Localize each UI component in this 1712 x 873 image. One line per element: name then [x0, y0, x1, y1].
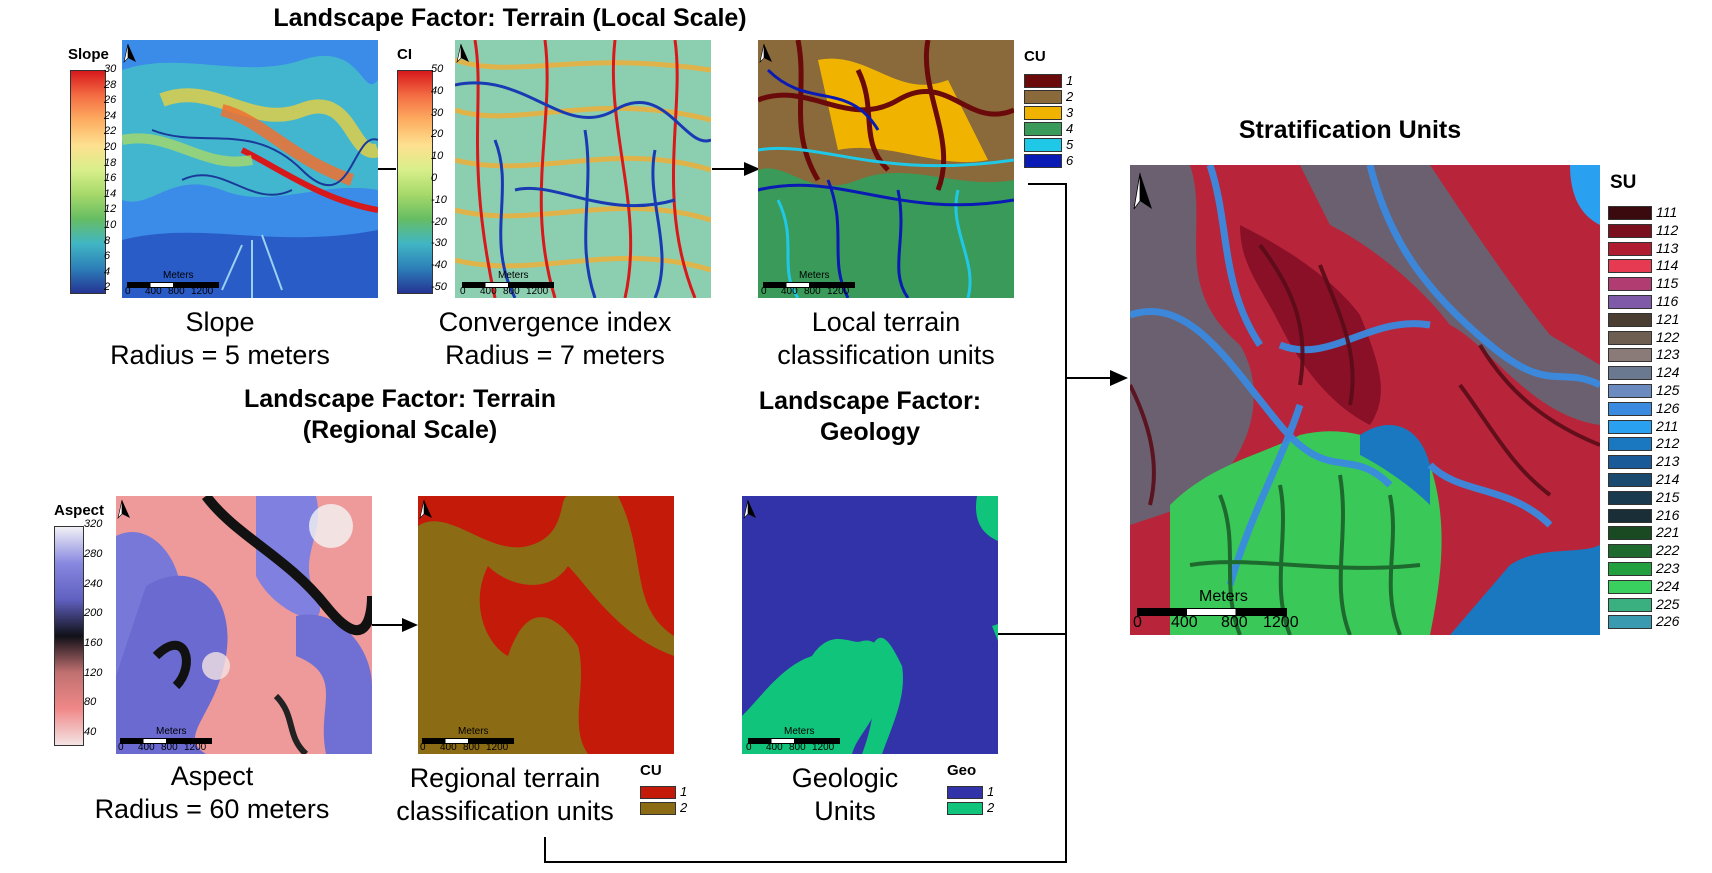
geology-legend: 1 2 — [947, 784, 1007, 820]
legend-swatch — [1024, 138, 1062, 152]
local-cu-legend: 1 2 3 4 5 6 — [1024, 73, 1084, 170]
regional-scale-title-line1: Landscape Factor: Terrain — [243, 385, 557, 413]
legend-swatch — [1024, 74, 1062, 88]
regional-cu-map — [418, 496, 674, 754]
ci-caption-line2: Radius = 7 meters — [445, 340, 665, 370]
legend-swatch — [1608, 206, 1652, 220]
geology-caption-line2: Units — [814, 796, 876, 826]
local-cu-map — [758, 40, 1014, 298]
geology-map — [742, 496, 998, 754]
regional-cu-legend-title: CU — [640, 762, 662, 779]
slope-colorbar — [70, 70, 106, 294]
ci-legend-title: CI — [397, 46, 412, 63]
local-cu-scalebar: Meters 0 400 800 1200 — [761, 270, 861, 297]
legend-swatch — [1608, 312, 1652, 327]
geology-legend-title: Geo — [947, 762, 977, 779]
connector-arrow-ci-cu — [712, 160, 760, 178]
legend-swatch — [1608, 579, 1652, 594]
legend-swatch — [1024, 122, 1062, 136]
regional-scale-title-line2: (Regional Scale) — [302, 416, 498, 444]
connector-arrow-aspect-regional — [372, 616, 418, 634]
legend-swatch — [1608, 615, 1652, 630]
ci-caption-line1: Convergence index — [438, 307, 672, 337]
regional-cu-legend: 1 2 — [640, 784, 700, 820]
ci-scalebar: Meters 0 400 800 1200 — [460, 270, 560, 297]
slope-scalebar: Meters 0 400 800 1200 — [125, 270, 225, 297]
legend-swatch — [1608, 508, 1652, 523]
slope-caption-line2: Radius = 5 meters — [110, 340, 330, 370]
legend-swatch — [947, 802, 983, 815]
legend-swatch — [1608, 437, 1652, 452]
legend-swatch — [1608, 455, 1652, 470]
slope-ticks: 30 28 26 24 22 20 18 16 14 12 10 8 6 4 2 — [104, 63, 117, 294]
legend-swatch — [1608, 223, 1652, 238]
legend-swatch — [1608, 384, 1652, 398]
legend-swatch — [1608, 241, 1652, 256]
slope-caption-line1: Slope — [185, 307, 255, 337]
legend-swatch — [1024, 154, 1062, 168]
local-cu-legend-title: CU — [1024, 48, 1046, 65]
regional-cu-scalebar: Meters 0 400 800 1200 — [420, 726, 520, 753]
slope-map — [122, 40, 378, 298]
legend-swatch — [1608, 277, 1652, 292]
slope-legend-title: Slope — [68, 46, 109, 63]
regional-cu-caption-line2: classification units — [396, 796, 614, 826]
legend-swatch — [1024, 90, 1062, 104]
legend-swatch — [1608, 562, 1652, 576]
ci-ticks: 50 40 30 20 10 0 -10 -20 -30 -40 -50 — [431, 63, 447, 293]
su-legend: 111 112 113 114 115 116 121 122 123 124 … — [1608, 204, 1708, 636]
ci-colorbar — [397, 70, 433, 294]
legend-swatch — [1024, 106, 1062, 120]
aspect-scalebar: Meters 0 400 800 1200 — [118, 726, 218, 753]
aspect-map — [116, 496, 372, 754]
legend-swatch — [1608, 348, 1652, 363]
aspect-legend-title: Aspect — [54, 502, 105, 519]
regional-cu-caption-line1: Regional terrain — [409, 763, 601, 793]
legend-swatch — [1608, 401, 1652, 416]
geology-title-line2: Geology — [819, 418, 920, 446]
legend-swatch — [640, 786, 676, 799]
legend-swatch — [1608, 295, 1652, 309]
legend-swatch — [1608, 473, 1652, 487]
legend-swatch — [1608, 597, 1652, 612]
aspect-ticks: 320 280 240 200 160 120 80 40 — [84, 518, 103, 738]
aspect-caption-line2: Radius = 60 meters — [94, 794, 330, 824]
geology-caption-line1: Geologic — [791, 763, 899, 793]
legend-swatch — [1608, 366, 1652, 381]
aspect-caption-line1: Aspect — [170, 761, 254, 791]
geology-scalebar: Meters 0 400 800 1200 — [746, 726, 846, 753]
geology-title-line1: Landscape Factor: — [758, 387, 982, 415]
legend-swatch — [1608, 259, 1652, 274]
aspect-colorbar — [54, 526, 84, 746]
local-cu-caption-line2: classification units — [777, 340, 995, 370]
legend-swatch — [1608, 330, 1652, 345]
legend-swatch — [1608, 526, 1652, 541]
local-scale-title: Landscape Factor: Terrain (Local Scale) — [273, 4, 747, 32]
legend-swatch — [1608, 544, 1652, 559]
su-legend-title: SU — [1610, 172, 1637, 193]
legend-swatch — [1608, 490, 1652, 505]
legend-swatch — [640, 802, 676, 815]
stratification-title: Stratification Units — [1238, 116, 1462, 144]
local-cu-caption-line1: Local terrain — [811, 307, 961, 337]
connector-line-slope-ci — [378, 168, 396, 170]
stratification-scalebar: Meters 0 400 800 1200 — [1133, 588, 1299, 631]
ci-map — [455, 40, 711, 298]
stratification-map — [1130, 165, 1600, 635]
legend-swatch — [947, 786, 983, 799]
legend-swatch — [1608, 419, 1652, 434]
